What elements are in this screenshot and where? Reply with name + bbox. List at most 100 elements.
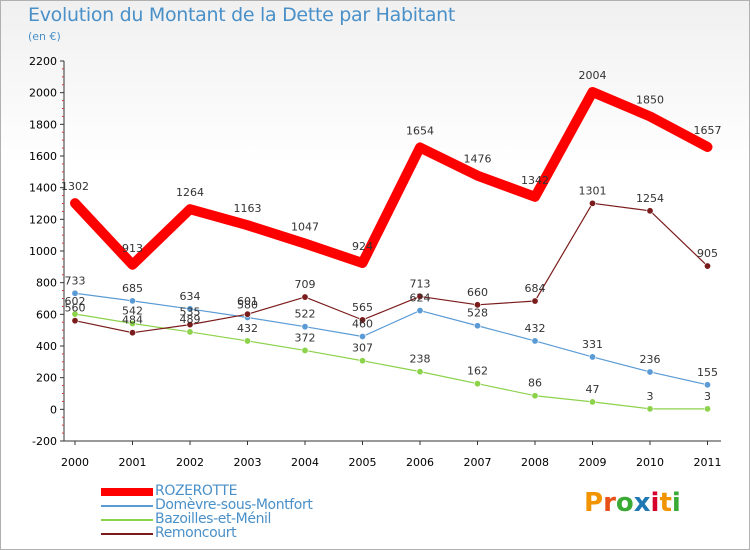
data-point bbox=[301, 293, 309, 301]
data-label: 307 bbox=[352, 342, 373, 355]
y-tick-label: -200 bbox=[32, 435, 57, 448]
series-line-3 bbox=[74, 202, 709, 334]
data-label: 522 bbox=[295, 308, 316, 321]
data-point bbox=[646, 207, 654, 215]
data-point bbox=[473, 322, 481, 330]
data-label: 560 bbox=[65, 302, 86, 315]
data-point bbox=[703, 381, 711, 389]
data-label: 905 bbox=[697, 247, 718, 260]
data-label: 162 bbox=[467, 365, 488, 378]
data-point bbox=[416, 307, 424, 315]
data-label: 660 bbox=[467, 286, 488, 299]
data-label: 733 bbox=[65, 274, 86, 287]
data-label: 1254 bbox=[636, 192, 664, 205]
y-tick-label: 2000 bbox=[29, 87, 57, 100]
data-label: 1301 bbox=[579, 184, 607, 197]
data-point bbox=[186, 321, 194, 329]
data-label: 601 bbox=[237, 295, 258, 308]
legend-label: ROZEROTTE bbox=[155, 483, 238, 499]
data-point bbox=[71, 289, 79, 297]
data-label: 489 bbox=[180, 313, 201, 326]
legend-label: Bazoilles-et-Ménil bbox=[155, 511, 272, 527]
proxiti-logo: Proxiti bbox=[584, 488, 681, 518]
data-point bbox=[531, 337, 539, 345]
data-label: 580 bbox=[237, 299, 258, 312]
y-tick-label: 0 bbox=[50, 403, 57, 416]
y-tick-label: 2200 bbox=[29, 55, 57, 68]
data-label: 1264 bbox=[176, 186, 204, 199]
data-label: 924 bbox=[352, 240, 373, 253]
legend-swatch bbox=[101, 505, 153, 507]
y-tick-label: 1000 bbox=[29, 245, 57, 258]
data-point bbox=[588, 199, 596, 207]
data-label: 685 bbox=[122, 282, 143, 295]
logo-letter: P bbox=[584, 488, 604, 518]
legend-swatch bbox=[101, 533, 153, 535]
data-point bbox=[301, 346, 309, 354]
data-label: 913 bbox=[122, 242, 143, 255]
x-tick-label: 2008 bbox=[521, 456, 549, 469]
series-line-1 bbox=[74, 292, 709, 386]
data-label: 1654 bbox=[406, 124, 434, 137]
data-point bbox=[244, 310, 252, 318]
data-point bbox=[703, 262, 711, 270]
data-label: 1342 bbox=[521, 174, 549, 187]
logo-letter: x bbox=[633, 488, 651, 518]
data-point bbox=[129, 329, 137, 337]
y-tick-label: 1400 bbox=[29, 182, 57, 195]
data-label: 47 bbox=[586, 383, 600, 396]
x-tick-label: 2001 bbox=[119, 456, 147, 469]
data-label: 684 bbox=[525, 282, 546, 295]
y-tick-label: 1800 bbox=[29, 118, 57, 131]
data-point bbox=[71, 317, 79, 325]
data-point bbox=[703, 405, 711, 413]
data-point bbox=[244, 337, 252, 345]
legend-swatch bbox=[101, 519, 153, 521]
data-point bbox=[129, 320, 137, 328]
data-label: 3 bbox=[647, 390, 654, 403]
data-label: 1476 bbox=[464, 153, 492, 166]
data-label: 634 bbox=[180, 290, 201, 303]
logo-letter: i bbox=[671, 488, 681, 518]
data-point bbox=[358, 357, 366, 365]
data-label: 565 bbox=[352, 301, 373, 314]
data-label: 535 bbox=[180, 306, 201, 319]
logo-letter: o bbox=[615, 488, 634, 518]
series-line-2 bbox=[74, 313, 709, 410]
y-tick-label: 800 bbox=[36, 277, 57, 290]
y-tick-label: 600 bbox=[36, 308, 57, 321]
logo-letter: r bbox=[603, 488, 616, 518]
chart-title: Evolution du Montant de la Dette par Hab… bbox=[28, 4, 456, 26]
chart-subtitle: (en €) bbox=[28, 30, 61, 43]
data-label: 460 bbox=[352, 318, 373, 331]
x-tick-label: 2000 bbox=[61, 456, 89, 469]
data-label: 1047 bbox=[291, 221, 319, 234]
x-tick-label: 2010 bbox=[636, 456, 664, 469]
logo-letter: t bbox=[659, 488, 672, 518]
logo-letter: i bbox=[650, 488, 660, 518]
data-point bbox=[129, 297, 137, 305]
data-label: 1657 bbox=[694, 124, 722, 137]
data-label: 238 bbox=[410, 353, 431, 366]
legend-swatch bbox=[101, 488, 153, 496]
data-point bbox=[301, 323, 309, 331]
y-tick-label: 1600 bbox=[29, 150, 57, 163]
data-label: 542 bbox=[122, 305, 143, 318]
data-point bbox=[646, 368, 654, 376]
data-point bbox=[358, 316, 366, 324]
data-label: 1163 bbox=[234, 202, 262, 215]
data-point bbox=[588, 353, 596, 361]
y-tick-label: 200 bbox=[36, 372, 57, 385]
x-tick-label: 2004 bbox=[291, 456, 319, 469]
data-point bbox=[531, 297, 539, 305]
x-tick-label: 2009 bbox=[579, 456, 607, 469]
data-label: 713 bbox=[410, 277, 431, 290]
data-label: 331 bbox=[582, 338, 603, 351]
data-point bbox=[531, 392, 539, 400]
data-label: 528 bbox=[467, 307, 488, 320]
series-line-0 bbox=[70, 87, 713, 270]
data-label: 236 bbox=[640, 353, 661, 366]
data-point bbox=[358, 332, 366, 340]
